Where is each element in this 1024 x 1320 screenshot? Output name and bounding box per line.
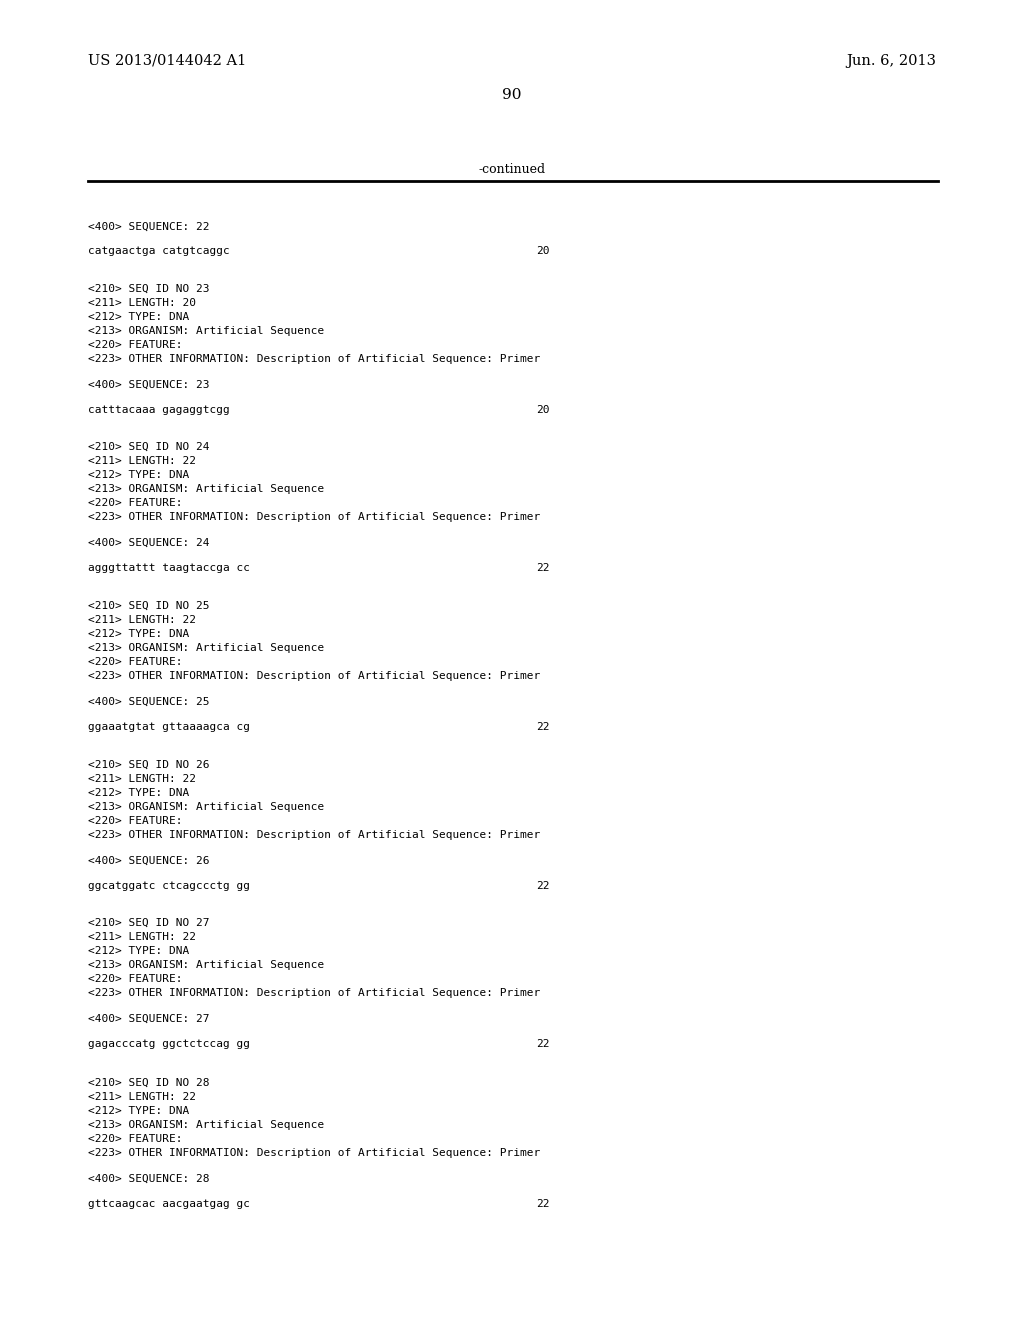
Text: <210> SEQ ID NO 24: <210> SEQ ID NO 24 <box>88 442 210 451</box>
Text: <400> SEQUENCE: 22: <400> SEQUENCE: 22 <box>88 222 210 232</box>
Text: <211> LENGTH: 22: <211> LENGTH: 22 <box>88 774 196 784</box>
Text: ggaaatgtat gttaaaagca cg: ggaaatgtat gttaaaagca cg <box>88 722 250 733</box>
Text: 22: 22 <box>536 880 550 891</box>
Text: US 2013/0144042 A1: US 2013/0144042 A1 <box>88 54 246 69</box>
Text: <223> OTHER INFORMATION: Description of Artificial Sequence: Primer: <223> OTHER INFORMATION: Description of … <box>88 512 541 521</box>
Text: <210> SEQ ID NO 26: <210> SEQ ID NO 26 <box>88 760 210 770</box>
Text: <400> SEQUENCE: 25: <400> SEQUENCE: 25 <box>88 697 210 708</box>
Text: <220> FEATURE:: <220> FEATURE: <box>88 341 182 350</box>
Text: <211> LENGTH: 22: <211> LENGTH: 22 <box>88 1092 196 1102</box>
Text: <220> FEATURE:: <220> FEATURE: <box>88 816 182 826</box>
Text: <210> SEQ ID NO 28: <210> SEQ ID NO 28 <box>88 1078 210 1088</box>
Text: <213> ORGANISM: Artificial Sequence: <213> ORGANISM: Artificial Sequence <box>88 326 325 337</box>
Text: 20: 20 <box>536 405 550 414</box>
Text: <220> FEATURE:: <220> FEATURE: <box>88 657 182 667</box>
Text: 22: 22 <box>536 1199 550 1209</box>
Text: <213> ORGANISM: Artificial Sequence: <213> ORGANISM: Artificial Sequence <box>88 803 325 812</box>
Text: 22: 22 <box>536 564 550 573</box>
Text: <210> SEQ ID NO 25: <210> SEQ ID NO 25 <box>88 601 210 611</box>
Text: <400> SEQUENCE: 23: <400> SEQUENCE: 23 <box>88 380 210 389</box>
Text: <211> LENGTH: 22: <211> LENGTH: 22 <box>88 932 196 942</box>
Text: <210> SEQ ID NO 27: <210> SEQ ID NO 27 <box>88 917 210 928</box>
Text: <400> SEQUENCE: 27: <400> SEQUENCE: 27 <box>88 1014 210 1024</box>
Text: <211> LENGTH: 22: <211> LENGTH: 22 <box>88 455 196 466</box>
Text: <212> TYPE: DNA: <212> TYPE: DNA <box>88 312 189 322</box>
Text: <213> ORGANISM: Artificial Sequence: <213> ORGANISM: Artificial Sequence <box>88 643 325 653</box>
Text: <223> OTHER INFORMATION: Description of Artificial Sequence: Primer: <223> OTHER INFORMATION: Description of … <box>88 671 541 681</box>
Text: <220> FEATURE:: <220> FEATURE: <box>88 498 182 508</box>
Text: <400> SEQUENCE: 28: <400> SEQUENCE: 28 <box>88 1173 210 1184</box>
Text: <212> TYPE: DNA: <212> TYPE: DNA <box>88 630 189 639</box>
Text: <223> OTHER INFORMATION: Description of Artificial Sequence: Primer: <223> OTHER INFORMATION: Description of … <box>88 830 541 840</box>
Text: <210> SEQ ID NO 23: <210> SEQ ID NO 23 <box>88 284 210 294</box>
Text: 22: 22 <box>536 722 550 733</box>
Text: <400> SEQUENCE: 26: <400> SEQUENCE: 26 <box>88 855 210 866</box>
Text: gttcaagcac aacgaatgag gc: gttcaagcac aacgaatgag gc <box>88 1199 250 1209</box>
Text: <212> TYPE: DNA: <212> TYPE: DNA <box>88 470 189 480</box>
Text: 90: 90 <box>502 88 522 102</box>
Text: <213> ORGANISM: Artificial Sequence: <213> ORGANISM: Artificial Sequence <box>88 960 325 970</box>
Text: <223> OTHER INFORMATION: Description of Artificial Sequence: Primer: <223> OTHER INFORMATION: Description of … <box>88 987 541 998</box>
Text: ggcatggatc ctcagccctg gg: ggcatggatc ctcagccctg gg <box>88 880 250 891</box>
Text: <212> TYPE: DNA: <212> TYPE: DNA <box>88 1106 189 1115</box>
Text: catttacaaa gagaggtcgg: catttacaaa gagaggtcgg <box>88 405 229 414</box>
Text: agggttattt taagtaccga cc: agggttattt taagtaccga cc <box>88 564 250 573</box>
Text: <220> FEATURE:: <220> FEATURE: <box>88 974 182 983</box>
Text: <211> LENGTH: 22: <211> LENGTH: 22 <box>88 615 196 624</box>
Text: 20: 20 <box>536 246 550 256</box>
Text: <213> ORGANISM: Artificial Sequence: <213> ORGANISM: Artificial Sequence <box>88 484 325 494</box>
Text: <213> ORGANISM: Artificial Sequence: <213> ORGANISM: Artificial Sequence <box>88 1119 325 1130</box>
Text: <220> FEATURE:: <220> FEATURE: <box>88 1134 182 1144</box>
Text: <211> LENGTH: 20: <211> LENGTH: 20 <box>88 298 196 308</box>
Text: <212> TYPE: DNA: <212> TYPE: DNA <box>88 788 189 799</box>
Text: -continued: -continued <box>478 162 546 176</box>
Text: catgaactga catgtcaggc: catgaactga catgtcaggc <box>88 246 229 256</box>
Text: <212> TYPE: DNA: <212> TYPE: DNA <box>88 946 189 956</box>
Text: <223> OTHER INFORMATION: Description of Artificial Sequence: Primer: <223> OTHER INFORMATION: Description of … <box>88 354 541 364</box>
Text: <400> SEQUENCE: 24: <400> SEQUENCE: 24 <box>88 539 210 548</box>
Text: 22: 22 <box>536 1039 550 1049</box>
Text: Jun. 6, 2013: Jun. 6, 2013 <box>846 54 936 69</box>
Text: gagacccatg ggctctccag gg: gagacccatg ggctctccag gg <box>88 1039 250 1049</box>
Text: <223> OTHER INFORMATION: Description of Artificial Sequence: Primer: <223> OTHER INFORMATION: Description of … <box>88 1148 541 1158</box>
